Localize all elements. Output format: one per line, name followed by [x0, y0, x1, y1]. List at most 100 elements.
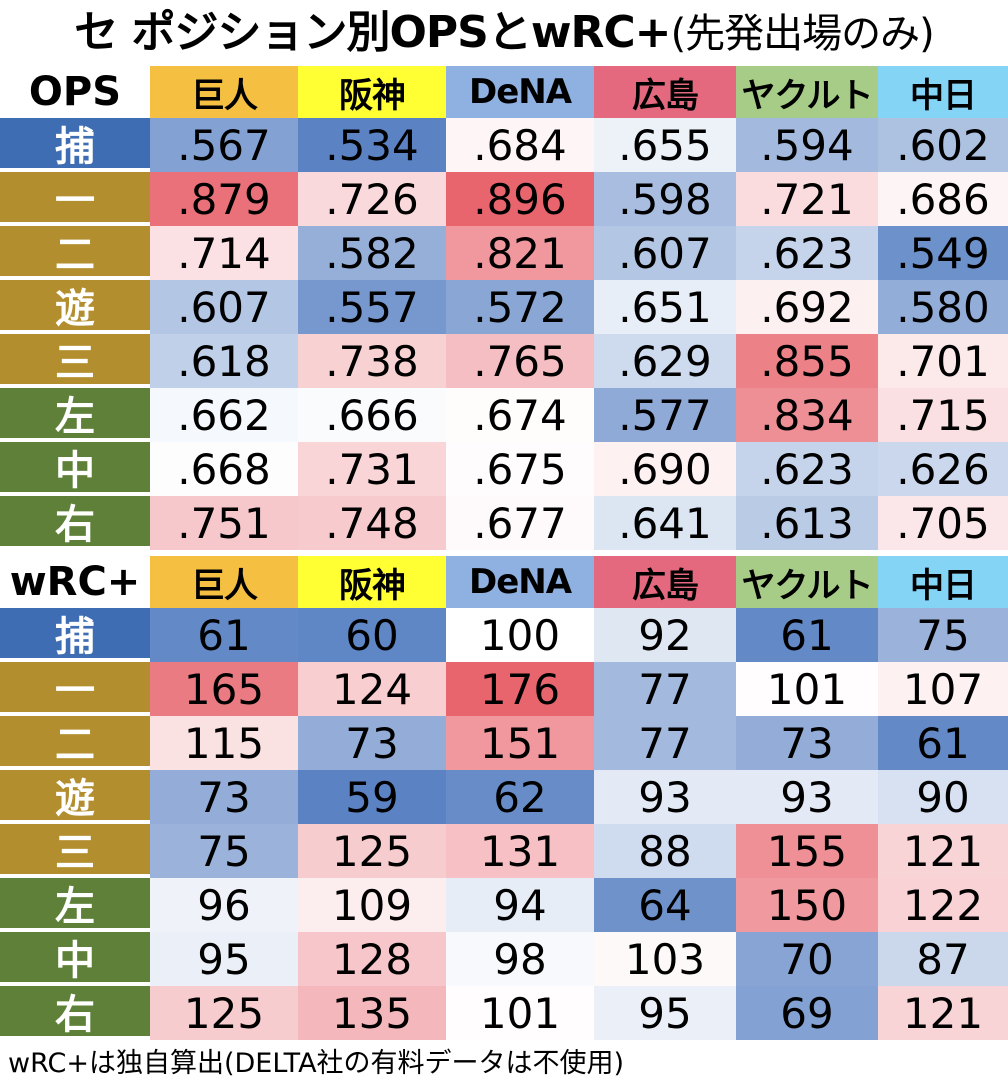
ops-value-cell: .684	[446, 118, 594, 172]
ops-value-cell: .598	[594, 172, 736, 226]
wrc-plus-value-cell: 151	[446, 716, 594, 770]
ops-metric-label: OPS	[0, 66, 150, 118]
ops-value-cell: .666	[298, 388, 446, 442]
wrc-plus-position-label: 中	[0, 932, 150, 986]
ops-value-cell: .662	[150, 388, 298, 442]
wrc-plus-value-cell: 150	[736, 878, 878, 932]
wrc-plus-value-cell: 73	[298, 716, 446, 770]
ops-value-cell: .549	[878, 226, 1008, 280]
ops-value-cell: .618	[150, 334, 298, 388]
wrc-plus-value-cell: 135	[298, 986, 446, 1040]
ops-position-label: 左	[0, 388, 150, 442]
wrc-plus-position-label: 遊	[0, 770, 150, 824]
wrc-plus-value-cell: 94	[446, 878, 594, 932]
ops-value-cell: .726	[298, 172, 446, 226]
ops-value-cell: .668	[150, 442, 298, 496]
wrc-plus-value-cell: 73	[150, 770, 298, 824]
wrc-plus-team-header: 巨人	[150, 556, 298, 608]
wrc-plus-team-header: 広島	[594, 556, 736, 608]
ops-value-cell: .714	[150, 226, 298, 280]
wrc-plus-value-cell: 95	[594, 986, 736, 1040]
wrc-plus-value-cell: 61	[736, 608, 878, 662]
wrc-plus-value-cell: 61	[150, 608, 298, 662]
wrc-plus-value-cell: 69	[736, 986, 878, 1040]
ops-team-header: ヤクルト	[736, 66, 878, 118]
ops-value-cell: .641	[594, 496, 736, 550]
wrc-plus-value-cell: 121	[878, 986, 1008, 1040]
wrc-plus-position-label: 捕	[0, 608, 150, 662]
ops-position-label: 中	[0, 442, 150, 496]
wrc-plus-team-header: 阪神	[298, 556, 446, 608]
wrc-plus-value-cell: 125	[150, 986, 298, 1040]
ops-value-cell: .567	[150, 118, 298, 172]
ops-position-label: 三	[0, 334, 150, 388]
wrc-plus-grid: wRC+ 巨人 阪神 DeNA 広島 ヤクルト 中日捕 61 60 100 92 61 75 一 165 12…	[0, 556, 1008, 1040]
ops-value-cell: .834	[736, 388, 878, 442]
wrc-plus-value-cell: 59	[298, 770, 446, 824]
ops-position-label: 右	[0, 496, 150, 550]
ops-value-cell: .602	[878, 118, 1008, 172]
ops-value-cell: .748	[298, 496, 446, 550]
ops-table: OPS 巨人 阪神 DeNA 広島 ヤクルト 中日捕 .567.534.684.655.594…	[0, 66, 1008, 550]
wrc-plus-value-cell: 124	[298, 662, 446, 716]
wrc-plus-value-cell: 109	[298, 878, 446, 932]
ops-value-cell: .651	[594, 280, 736, 334]
wrc-plus-team-header: DeNA	[446, 556, 594, 608]
ops-team-header: 中日	[878, 66, 1008, 118]
wrc-plus-table: wRC+ 巨人 阪神 DeNA 広島 ヤクルト 中日捕 61 60 100 92 61 75 一 165 12…	[0, 556, 1008, 1040]
ops-position-label: 遊	[0, 280, 150, 334]
wrc-plus-value-cell: 115	[150, 716, 298, 770]
ops-value-cell: .879	[150, 172, 298, 226]
ops-value-cell: .626	[878, 442, 1008, 496]
ops-value-cell: .721	[736, 172, 878, 226]
ops-value-cell: .594	[736, 118, 878, 172]
ops-value-cell: .675	[446, 442, 594, 496]
wrc-plus-position-label: 三	[0, 824, 150, 878]
wrc-plus-value-cell: 70	[736, 932, 878, 986]
ops-team-header: DeNA	[446, 66, 594, 118]
footnote: wRC+は独自算出(DELTA社の有料データは不使用)	[8, 1048, 625, 1079]
ops-value-cell: .751	[150, 496, 298, 550]
chart-title: セ ポジション別OPSとwRC+(先発出場のみ)	[0, 0, 1008, 66]
title-main: セ ポジション別OPSとwRC+	[74, 7, 671, 58]
ops-value-cell: .896	[446, 172, 594, 226]
wrc-plus-value-cell: 101	[446, 986, 594, 1040]
wrc-plus-value-cell: 100	[446, 608, 594, 662]
wrc-plus-position-label: 左	[0, 878, 150, 932]
ops-value-cell: .607	[594, 226, 736, 280]
ops-value-cell: .580	[878, 280, 1008, 334]
ops-position-label: 二	[0, 226, 150, 280]
wrc-plus-team-header: ヤクルト	[736, 556, 878, 608]
wrc-plus-value-cell: 62	[446, 770, 594, 824]
wrc-plus-value-cell: 88	[594, 824, 736, 878]
wrc-plus-team-header: 中日	[878, 556, 1008, 608]
ops-team-header: 阪神	[298, 66, 446, 118]
wrc-plus-value-cell: 98	[446, 932, 594, 986]
wrc-plus-value-cell: 90	[878, 770, 1008, 824]
ops-value-cell: .613	[736, 496, 878, 550]
ops-value-cell: .765	[446, 334, 594, 388]
ops-value-cell: .855	[736, 334, 878, 388]
wrc-plus-value-cell: 176	[446, 662, 594, 716]
ops-value-cell: .705	[878, 496, 1008, 550]
ops-team-header: 巨人	[150, 66, 298, 118]
ops-value-cell: .582	[298, 226, 446, 280]
ops-team-header: 広島	[594, 66, 736, 118]
ops-value-cell: .686	[878, 172, 1008, 226]
ops-value-cell: .701	[878, 334, 1008, 388]
wrc-plus-value-cell: 96	[150, 878, 298, 932]
ops-value-cell: .623	[736, 226, 878, 280]
wrc-plus-value-cell: 75	[150, 824, 298, 878]
ops-value-cell: .577	[594, 388, 736, 442]
ops-value-cell: .821	[446, 226, 594, 280]
wrc-plus-value-cell: 92	[594, 608, 736, 662]
wrc-plus-value-cell: 77	[594, 662, 736, 716]
wrc-plus-value-cell: 60	[298, 608, 446, 662]
ops-value-cell: .731	[298, 442, 446, 496]
ops-value-cell: .534	[298, 118, 446, 172]
ops-position-label: 一	[0, 172, 150, 226]
wrc-plus-position-label: 一	[0, 662, 150, 716]
wrc-plus-value-cell: 93	[594, 770, 736, 824]
wrc-plus-value-cell: 131	[446, 824, 594, 878]
